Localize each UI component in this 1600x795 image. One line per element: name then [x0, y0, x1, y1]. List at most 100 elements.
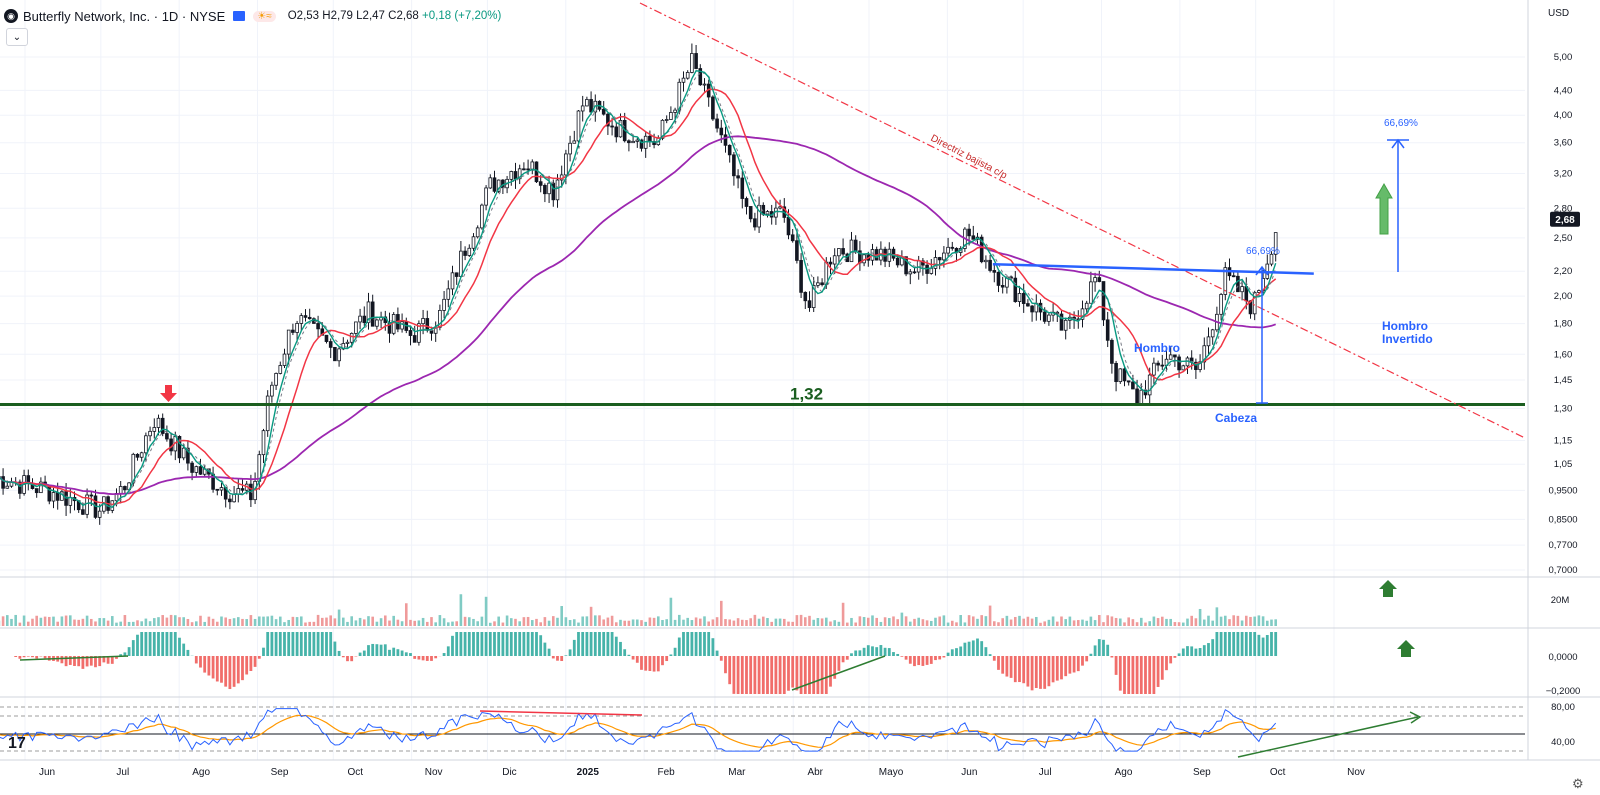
price-tick-label: 4,40: [1554, 85, 1573, 96]
candle-body: [1013, 277, 1018, 302]
macd-bar: [194, 656, 198, 664]
candle: [1240, 280, 1244, 301]
volume-bar: [934, 617, 937, 626]
time-tick-label: Feb: [658, 767, 676, 778]
candle-body: [891, 248, 896, 259]
candle: [795, 232, 799, 264]
candle-body: [9, 482, 14, 487]
candle-body: [950, 246, 955, 249]
volume-bar: [1240, 620, 1244, 626]
macd-bar: [1257, 634, 1261, 656]
currency-label[interactable]: USD: [1548, 8, 1570, 19]
macd-bar: [1169, 656, 1173, 664]
volume-bars: [0, 594, 1277, 626]
collapse-legend-button[interactable]: ⌄: [6, 28, 28, 46]
candle-body: [349, 332, 354, 343]
volume-bar: [262, 616, 265, 626]
candle: [702, 78, 707, 92]
candle-body: [1047, 314, 1051, 322]
candle: [937, 256, 942, 270]
macd-bar: [400, 650, 404, 656]
candle: [664, 115, 669, 124]
volume-bar: [413, 620, 416, 626]
macd-bar: [572, 639, 576, 656]
volume-bar: [812, 619, 815, 626]
candle: [551, 179, 556, 207]
volume-bar: [610, 615, 614, 626]
volume-bar: [43, 616, 47, 626]
macd-bar: [1022, 656, 1026, 684]
symbol-title[interactable]: Butterfly Network, Inc. · 1D · NYSE: [23, 8, 226, 24]
volume-bar: [375, 621, 379, 626]
macd-bar: [585, 632, 589, 656]
candle-body: [618, 120, 623, 138]
macd-bar: [140, 632, 144, 656]
macd-bar: [522, 632, 526, 656]
volume-bar: [644, 621, 647, 626]
butterfly-logo-icon: ◉: [4, 9, 18, 23]
candle-body: [34, 488, 39, 494]
volume-bar: [682, 619, 685, 626]
macd-bar: [312, 632, 316, 656]
volume-bar: [665, 619, 668, 626]
candle: [312, 317, 316, 324]
macd-bar: [656, 656, 660, 672]
macd-bar: [291, 632, 295, 656]
volume-bar: [606, 617, 610, 626]
candle-body: [228, 498, 232, 503]
volume-bar: [766, 618, 769, 626]
volume-bar: [178, 617, 181, 626]
candle-body: [156, 417, 161, 428]
macd-bar: [1009, 656, 1013, 678]
candle-body: [660, 119, 665, 139]
macd-bar: [165, 632, 169, 656]
volume-bar: [144, 618, 148, 626]
candle-body: [438, 309, 442, 328]
candle-body: [853, 239, 858, 252]
indicator-status-icon[interactable]: ☀≈: [253, 10, 276, 22]
macd-bar: [115, 656, 118, 659]
volume-bar: [287, 619, 290, 626]
candle: [274, 372, 278, 390]
volume-bar: [228, 618, 232, 626]
volume-bar: [404, 603, 408, 626]
candle-body: [55, 492, 60, 501]
macd-bar: [837, 656, 841, 671]
macd-bar: [1270, 632, 1273, 656]
gear-icon[interactable]: ⚙: [1572, 776, 1584, 791]
volume-bar: [791, 621, 794, 626]
candle-body: [648, 135, 652, 142]
candle-body: [307, 316, 312, 320]
volume-bar: [106, 620, 110, 626]
price-tick-label: 1,30: [1554, 403, 1573, 414]
candle: [1152, 357, 1156, 385]
candle-body: [131, 453, 136, 484]
time-tick-label: Jun: [961, 767, 977, 778]
candle-body: [320, 328, 325, 336]
macd-bar: [581, 632, 585, 656]
candle-body: [1059, 313, 1064, 331]
volume-bar: [493, 621, 496, 626]
candle: [463, 246, 467, 261]
volume-bar: [967, 615, 971, 626]
volume-bar: [1060, 616, 1063, 626]
candle-body: [480, 204, 484, 229]
macd-bar: [1160, 656, 1164, 680]
candle-body: [1156, 362, 1160, 366]
macd-up-arrow-icon: [1397, 640, 1415, 657]
volume-bar: [984, 616, 988, 626]
rsi-divergence-line: [1237, 716, 1419, 758]
macd-bar: [110, 656, 114, 664]
volume-bar: [115, 622, 118, 626]
candle-body: [324, 334, 329, 342]
candle-body: [89, 494, 94, 497]
volume-bar: [194, 621, 198, 626]
macd-bar: [526, 632, 530, 656]
candle-body: [517, 168, 522, 180]
candle-body: [1, 476, 5, 489]
macd-bar: [908, 656, 912, 664]
candle-body: [551, 182, 556, 201]
tradingview-logo[interactable]: 17: [8, 735, 26, 752]
volume-bar: [627, 620, 631, 626]
